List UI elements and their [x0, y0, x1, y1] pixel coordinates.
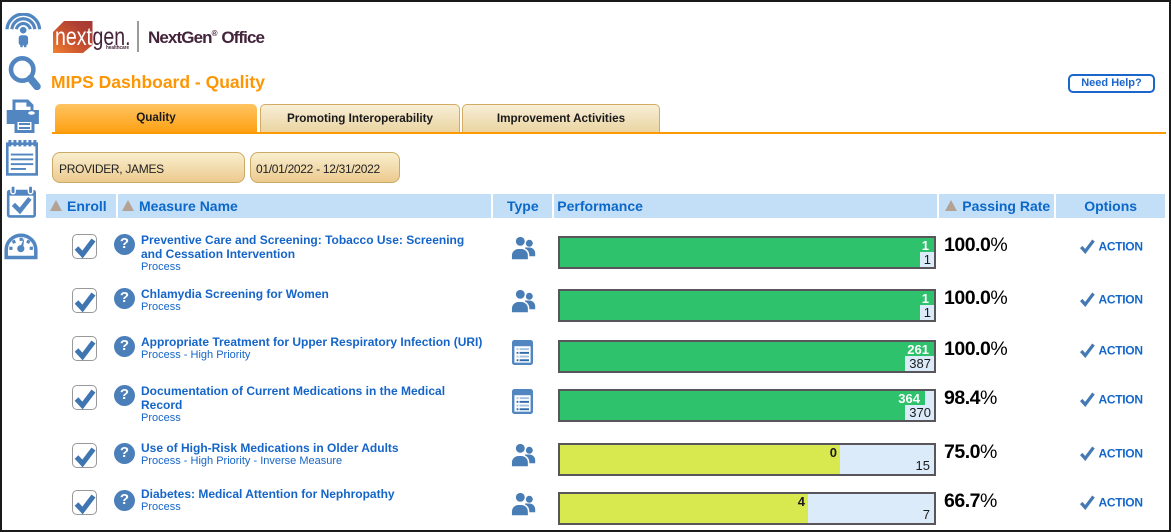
svg-text:gen.: gen.: [93, 23, 131, 51]
svg-text:next: next: [55, 23, 92, 51]
svg-text:healthcare: healthcare: [106, 45, 130, 51]
